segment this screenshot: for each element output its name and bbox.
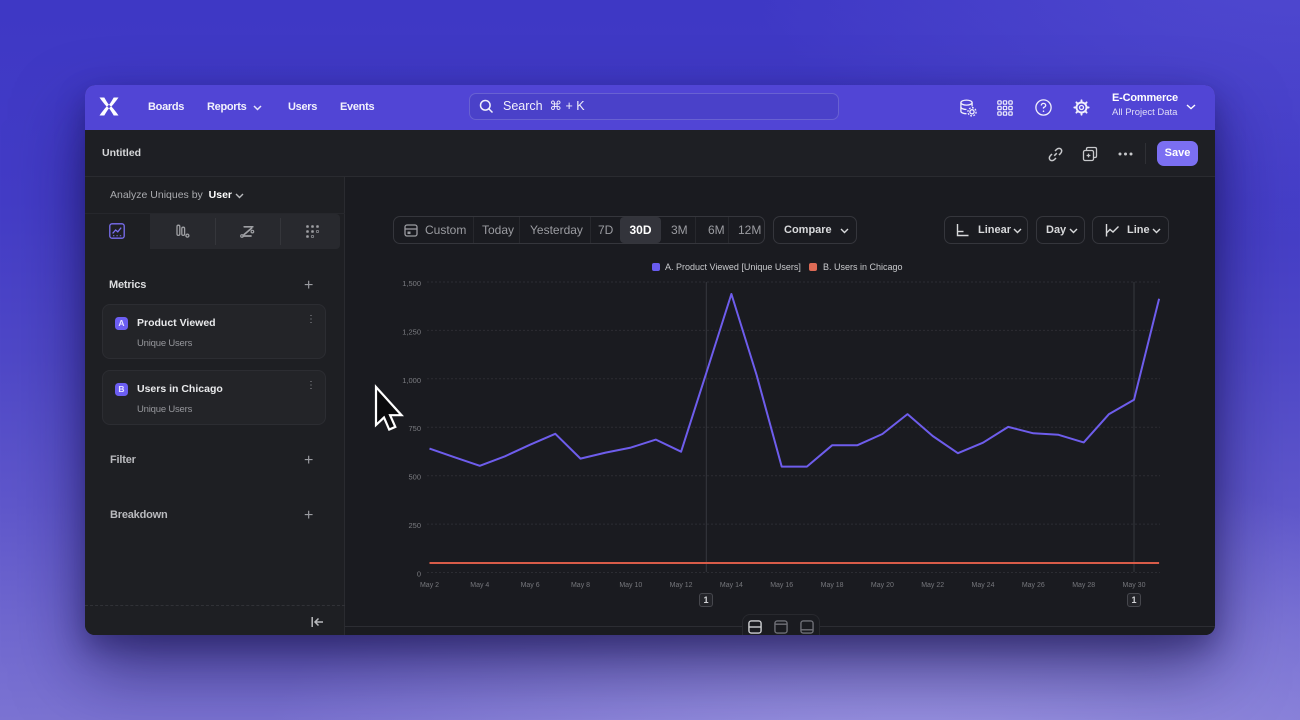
svg-text:0: 0 [417, 570, 421, 579]
svg-text:May 4: May 4 [470, 582, 489, 589]
svg-text:May 24: May 24 [972, 582, 995, 589]
svg-text:500: 500 [408, 473, 421, 482]
svg-text:1,000: 1,000 [402, 376, 421, 385]
svg-text:May 2: May 2 [420, 582, 439, 589]
svg-text:May 18: May 18 [821, 582, 844, 589]
svg-text:May 8: May 8 [571, 582, 590, 589]
svg-text:1,500: 1,500 [402, 279, 421, 288]
svg-text:May 14: May 14 [720, 582, 743, 589]
svg-text:May 16: May 16 [770, 582, 793, 589]
svg-text:May 28: May 28 [1072, 582, 1095, 589]
svg-text:May 30: May 30 [1123, 582, 1146, 589]
svg-text:May 20: May 20 [871, 582, 894, 589]
svg-text:1,250: 1,250 [402, 327, 421, 336]
svg-text:250: 250 [408, 521, 421, 530]
svg-text:May 10: May 10 [619, 582, 642, 589]
svg-text:May 6: May 6 [521, 582, 540, 589]
svg-text:750: 750 [408, 424, 421, 433]
svg-text:May 12: May 12 [670, 582, 693, 589]
svg-text:May 22: May 22 [921, 582, 944, 589]
svg-text:May 26: May 26 [1022, 582, 1045, 589]
